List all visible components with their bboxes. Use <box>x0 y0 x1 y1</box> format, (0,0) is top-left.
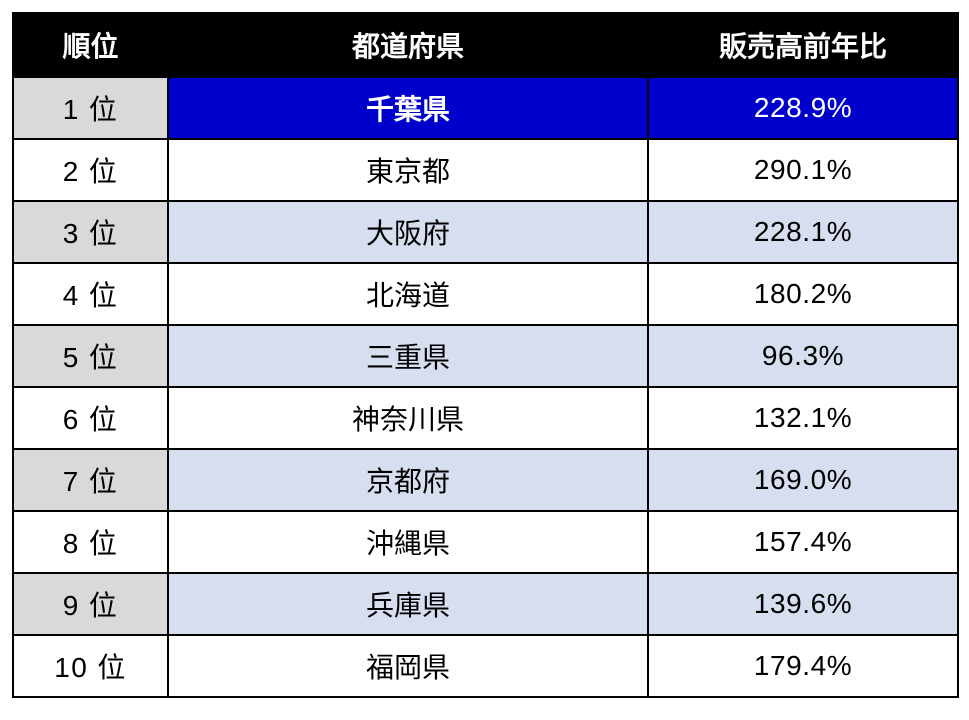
table-row: 2 位 東京都 290.1% <box>13 139 958 201</box>
col-header-pref: 都道府県 <box>168 13 648 77</box>
col-header-rank: 順位 <box>13 13 168 77</box>
pref-cell: 東京都 <box>168 139 648 201</box>
table-row: 10 位 福岡県 179.4% <box>13 635 958 697</box>
sales-cell: 96.3% <box>648 325 958 387</box>
rank-cell: 10 位 <box>13 635 168 697</box>
table-row: 8 位 沖縄県 157.4% <box>13 511 958 573</box>
rank-cell: 5 位 <box>13 325 168 387</box>
rank-cell: 7 位 <box>13 449 168 511</box>
pref-cell: 神奈川県 <box>168 387 648 449</box>
col-header-sales: 販売高前年比 <box>648 13 958 77</box>
pref-cell: 千葉県 <box>168 77 648 139</box>
table-row: 4 位 北海道 180.2% <box>13 263 958 325</box>
table-row: 6 位 神奈川県 132.1% <box>13 387 958 449</box>
sales-cell: 228.9% <box>648 77 958 139</box>
rank-cell: 4 位 <box>13 263 168 325</box>
sales-cell: 290.1% <box>648 139 958 201</box>
sales-cell: 139.6% <box>648 573 958 635</box>
sales-cell: 132.1% <box>648 387 958 449</box>
pref-cell: 三重県 <box>168 325 648 387</box>
table-row: 5 位 三重県 96.3% <box>13 325 958 387</box>
sales-cell: 157.4% <box>648 511 958 573</box>
table-row: 1 位 千葉県 228.9% <box>13 77 958 139</box>
sales-cell: 169.0% <box>648 449 958 511</box>
table-row: 3 位 大阪府 228.1% <box>13 201 958 263</box>
sales-cell: 179.4% <box>648 635 958 697</box>
table-row: 9 位 兵庫県 139.6% <box>13 573 958 635</box>
rank-cell: 9 位 <box>13 573 168 635</box>
pref-cell: 京都府 <box>168 449 648 511</box>
table-body: 1 位 千葉県 228.9% 2 位 東京都 290.1% 3 位 大阪府 22… <box>13 77 958 697</box>
pref-cell: 大阪府 <box>168 201 648 263</box>
rank-cell: 6 位 <box>13 387 168 449</box>
pref-cell: 福岡県 <box>168 635 648 697</box>
sales-cell: 180.2% <box>648 263 958 325</box>
rank-cell: 8 位 <box>13 511 168 573</box>
table-row: 7 位 京都府 169.0% <box>13 449 958 511</box>
rank-cell: 2 位 <box>13 139 168 201</box>
pref-cell: 北海道 <box>168 263 648 325</box>
pref-cell: 沖縄県 <box>168 511 648 573</box>
rank-cell: 1 位 <box>13 77 168 139</box>
rank-cell: 3 位 <box>13 201 168 263</box>
sales-cell: 228.1% <box>648 201 958 263</box>
pref-cell: 兵庫県 <box>168 573 648 635</box>
ranking-table: 順位 都道府県 販売高前年比 1 位 千葉県 228.9% 2 位 東京都 29… <box>12 12 959 698</box>
table-header-row: 順位 都道府県 販売高前年比 <box>13 13 958 77</box>
